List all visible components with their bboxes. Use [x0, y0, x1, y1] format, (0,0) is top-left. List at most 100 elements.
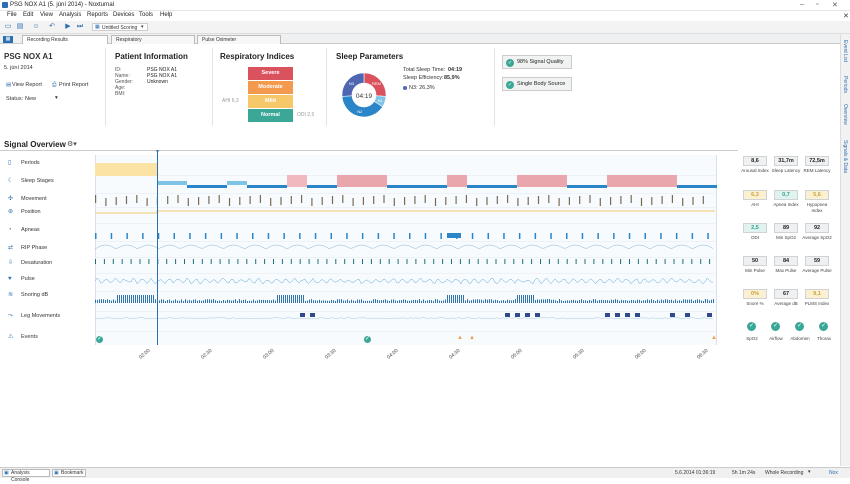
time-tick: 03:30: [324, 348, 337, 361]
movement-mark: [383, 195, 384, 203]
movement-mark: [270, 198, 271, 206]
body-source-badge[interactable]: ✓ Single Body Source: [502, 77, 572, 91]
snoring-bar: [503, 300, 504, 303]
menu-analysis[interactable]: Analysis: [59, 12, 81, 18]
warning-icon[interactable]: ▲: [469, 335, 475, 341]
menu-devices[interactable]: Devices: [113, 12, 134, 18]
sleep-stage-segment: [187, 185, 227, 188]
signal-label[interactable]: Periods: [21, 160, 40, 166]
signal-label[interactable]: Events: [21, 334, 38, 340]
menu-edit[interactable]: Edit: [23, 12, 33, 18]
snoring-bar: [127, 295, 128, 303]
signal-label[interactable]: Snoring dB: [21, 292, 48, 298]
desat-mark: [593, 259, 594, 264]
leg-mark: [635, 313, 640, 317]
stat-label: ODI: [740, 235, 770, 241]
rail-event-list[interactable]: Event List: [842, 40, 848, 62]
new-icon[interactable]: ▭: [4, 23, 12, 31]
chevron-down-icon[interactable]: ▾: [808, 469, 811, 475]
signal-label[interactable]: Apneas: [21, 227, 40, 233]
step-icon[interactable]: ⏭: [76, 23, 84, 31]
snoring-bar: [559, 299, 560, 303]
signal-quality-badge[interactable]: ✓ 98% Signal Quality: [502, 55, 572, 69]
sleep-stage-segment: [227, 181, 247, 185]
desat-mark: [700, 259, 701, 264]
snoring-bar: [277, 295, 278, 303]
menu-file[interactable]: File: [7, 12, 17, 18]
snoring-bar: [275, 301, 276, 303]
snoring-bar: [633, 300, 634, 303]
close-doc-icon[interactable]: ✕: [843, 12, 849, 20]
cursor-handle-icon[interactable]: ▼: [155, 149, 160, 155]
snoring-bar: [383, 300, 384, 303]
tab-respiratory[interactable]: Respiratory: [111, 35, 195, 44]
signal-icon-apneas: ◔: [8, 227, 14, 233]
movement-mark: [342, 195, 343, 203]
rip-phase-trace: [95, 245, 713, 249]
snoring-bar: [359, 300, 360, 303]
signal-label[interactable]: Position: [21, 209, 41, 215]
range-select[interactable]: Whole Recording: [765, 470, 803, 476]
signal-label[interactable]: RIP Phase: [21, 245, 47, 251]
signal-label[interactable]: Desaturation: [21, 260, 52, 266]
rail-overview[interactable]: Overview: [842, 104, 848, 125]
gear-icon[interactable]: ⚙▾: [67, 140, 77, 148]
warning-icon[interactable]: ▲: [711, 335, 717, 341]
close-icon[interactable]: ✕: [832, 1, 838, 9]
event-check-icon[interactable]: ✓: [364, 336, 371, 343]
signal-label[interactable]: Pulse: [21, 276, 35, 282]
apnea-mark: [111, 233, 113, 239]
view-report-button[interactable]: View Report: [12, 82, 42, 88]
sleep-stage-segment: [307, 185, 337, 188]
movement-mark: [538, 196, 539, 204]
undo-icon[interactable]: ↶: [48, 23, 56, 31]
bookmark-tab[interactable]: ▣ Bookmark: [52, 469, 86, 477]
apnea-mark: [346, 233, 348, 239]
tab-recording-results[interactable]: Recording Results: [22, 35, 108, 44]
snoring-bar: [331, 300, 332, 303]
maximize-icon[interactable]: ▫: [816, 1, 818, 8]
snoring-bar: [283, 295, 284, 303]
menu-tools[interactable]: Tools: [139, 12, 153, 18]
snoring-bar: [309, 300, 310, 303]
snoring-bar: [399, 300, 400, 303]
signal-label[interactable]: Sleep Stages: [21, 178, 54, 184]
time-tick: 05:00: [510, 348, 523, 361]
open-icon[interactable]: ▤: [16, 23, 24, 31]
signal-label[interactable]: Leg Movements: [21, 313, 60, 319]
menu-reports[interactable]: Reports: [87, 12, 108, 18]
cursor-line[interactable]: [157, 152, 158, 345]
event-check-icon[interactable]: ✓: [96, 336, 103, 343]
menu-help[interactable]: Help: [160, 12, 172, 18]
source-label: Single Body Source: [517, 81, 565, 87]
analysis-console-tab[interactable]: ▣ Analysis Console: [2, 469, 50, 477]
source-check-icon: ✓: [771, 322, 780, 331]
snoring-bar: [507, 300, 508, 303]
rail-signals[interactable]: Signals & Data: [842, 140, 848, 173]
status-label: Status:: [6, 96, 23, 102]
status-bar: [0, 467, 850, 478]
status-select[interactable]: New ▾: [24, 95, 62, 103]
minimize-icon[interactable]: –: [800, 1, 804, 8]
signal-label[interactable]: Movement: [21, 196, 47, 202]
menu-view[interactable]: View: [40, 12, 53, 18]
scoring-select[interactable]: ▦ Untitled Scoring ▾: [92, 23, 148, 31]
snoring-bar: [411, 300, 412, 303]
snoring-bar: [577, 301, 578, 303]
snoring-bar: [151, 295, 152, 303]
snoring-bar: [319, 300, 320, 303]
apnea-mark: [488, 233, 490, 239]
tab-pulse-oximeter[interactable]: Pulse Oximeter: [197, 35, 281, 44]
snoring-bar: [537, 299, 538, 303]
desat-mark: [576, 259, 577, 264]
warning-icon[interactable]: ▲: [457, 335, 463, 341]
patient-icon[interactable]: ☺: [32, 23, 40, 31]
leg-mark: [605, 313, 610, 317]
desat-mark: [674, 259, 675, 264]
layout-icon[interactable]: ▦: [3, 36, 13, 43]
snoring-bar: [129, 295, 130, 303]
play-icon[interactable]: ▶: [64, 23, 72, 31]
rail-periods[interactable]: Periods: [842, 76, 848, 93]
snoring-bar: [299, 295, 300, 303]
print-report-button[interactable]: Print Report: [59, 82, 88, 88]
